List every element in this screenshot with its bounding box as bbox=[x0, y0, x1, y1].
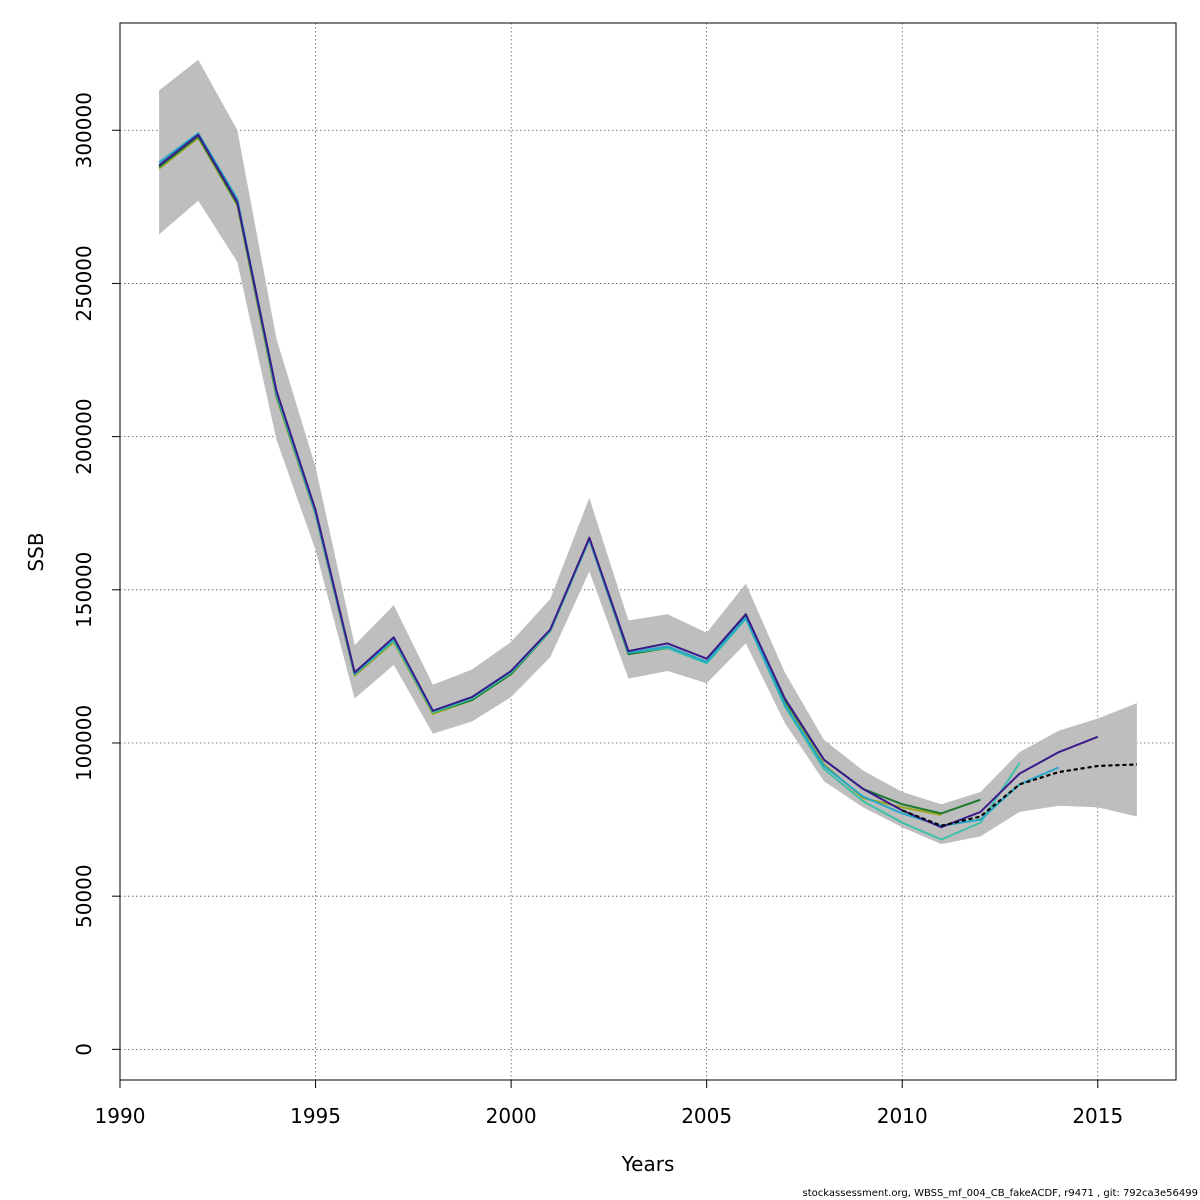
confidence-band bbox=[159, 59, 1137, 845]
y-tick-label: 200000 bbox=[72, 398, 96, 474]
x-axis-label: Years bbox=[621, 1152, 675, 1176]
y-tick-label: 0 bbox=[72, 1043, 96, 1056]
x-tick-label: 2015 bbox=[1072, 1104, 1123, 1128]
axes: 1990 1995 2000 2005 2010 2015 0 50000 100000 1500… bbox=[72, 22, 1177, 1128]
y-axis-label: SSB bbox=[24, 532, 48, 571]
series-line bbox=[158, 136, 942, 816]
plot-frame bbox=[119, 22, 1177, 1081]
grid bbox=[119, 23, 1176, 1080]
series-line bbox=[158, 133, 1021, 841]
y-tick-label: 300000 bbox=[72, 92, 96, 168]
x-tick-label: 1990 bbox=[95, 1104, 146, 1128]
confidence-band-layer bbox=[159, 59, 1137, 845]
x-tick-label: 2000 bbox=[486, 1104, 537, 1128]
x-tick-label: 1995 bbox=[290, 1104, 341, 1128]
series-line-estimate bbox=[901, 763, 1137, 827]
x-tick-label: 2005 bbox=[681, 1104, 732, 1128]
series-line bbox=[158, 135, 981, 815]
y-tick-label: 150000 bbox=[72, 552, 96, 628]
footer-credit: stockassessment.org, WBSS_mf_004_CB_fake… bbox=[802, 1188, 1198, 1199]
series-line bbox=[158, 133, 1099, 829]
y-tick-label: 250000 bbox=[72, 245, 96, 321]
series-layer bbox=[158, 132, 1137, 841]
y-tick-label: 50000 bbox=[72, 864, 96, 928]
x-tick-label: 2010 bbox=[877, 1104, 928, 1128]
y-tick-label: 100000 bbox=[72, 705, 96, 781]
